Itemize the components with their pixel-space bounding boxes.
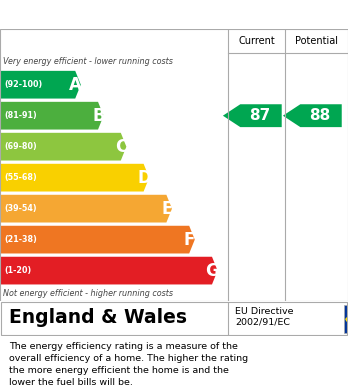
- Polygon shape: [0, 257, 218, 285]
- Text: Potential: Potential: [295, 36, 338, 46]
- Polygon shape: [0, 195, 172, 222]
- Text: (69-80): (69-80): [4, 142, 37, 151]
- Polygon shape: [283, 104, 342, 127]
- Polygon shape: [0, 71, 81, 99]
- Polygon shape: [0, 133, 126, 161]
- Polygon shape: [0, 102, 104, 129]
- Polygon shape: [0, 164, 149, 192]
- Text: B: B: [92, 107, 105, 125]
- Text: Current: Current: [238, 36, 275, 46]
- Bar: [344, 305, 348, 333]
- Text: Not energy efficient - higher running costs: Not energy efficient - higher running co…: [3, 289, 174, 298]
- Text: (81-91): (81-91): [4, 111, 37, 120]
- Text: EU Directive
2002/91/EC: EU Directive 2002/91/EC: [235, 307, 293, 327]
- Text: C: C: [115, 138, 127, 156]
- Text: 88: 88: [309, 108, 330, 123]
- Text: (55-68): (55-68): [4, 173, 37, 182]
- Text: E: E: [161, 200, 172, 218]
- Text: F: F: [184, 231, 195, 249]
- Text: (92-100): (92-100): [4, 80, 42, 89]
- Text: England & Wales: England & Wales: [9, 308, 187, 327]
- Text: (39-54): (39-54): [4, 204, 37, 213]
- Text: (21-38): (21-38): [4, 235, 37, 244]
- Text: A: A: [69, 76, 82, 94]
- Text: Very energy efficient - lower running costs: Very energy efficient - lower running co…: [3, 57, 173, 66]
- Polygon shape: [0, 226, 195, 253]
- Text: D: D: [137, 169, 151, 187]
- Polygon shape: [223, 104, 282, 127]
- Text: 87: 87: [249, 108, 270, 123]
- Text: G: G: [205, 262, 219, 280]
- Text: Energy Efficiency Rating: Energy Efficiency Rating: [9, 7, 230, 22]
- Text: (1-20): (1-20): [4, 266, 31, 275]
- Text: The energy efficiency rating is a measure of the
overall efficiency of a home. T: The energy efficiency rating is a measur…: [9, 342, 248, 387]
